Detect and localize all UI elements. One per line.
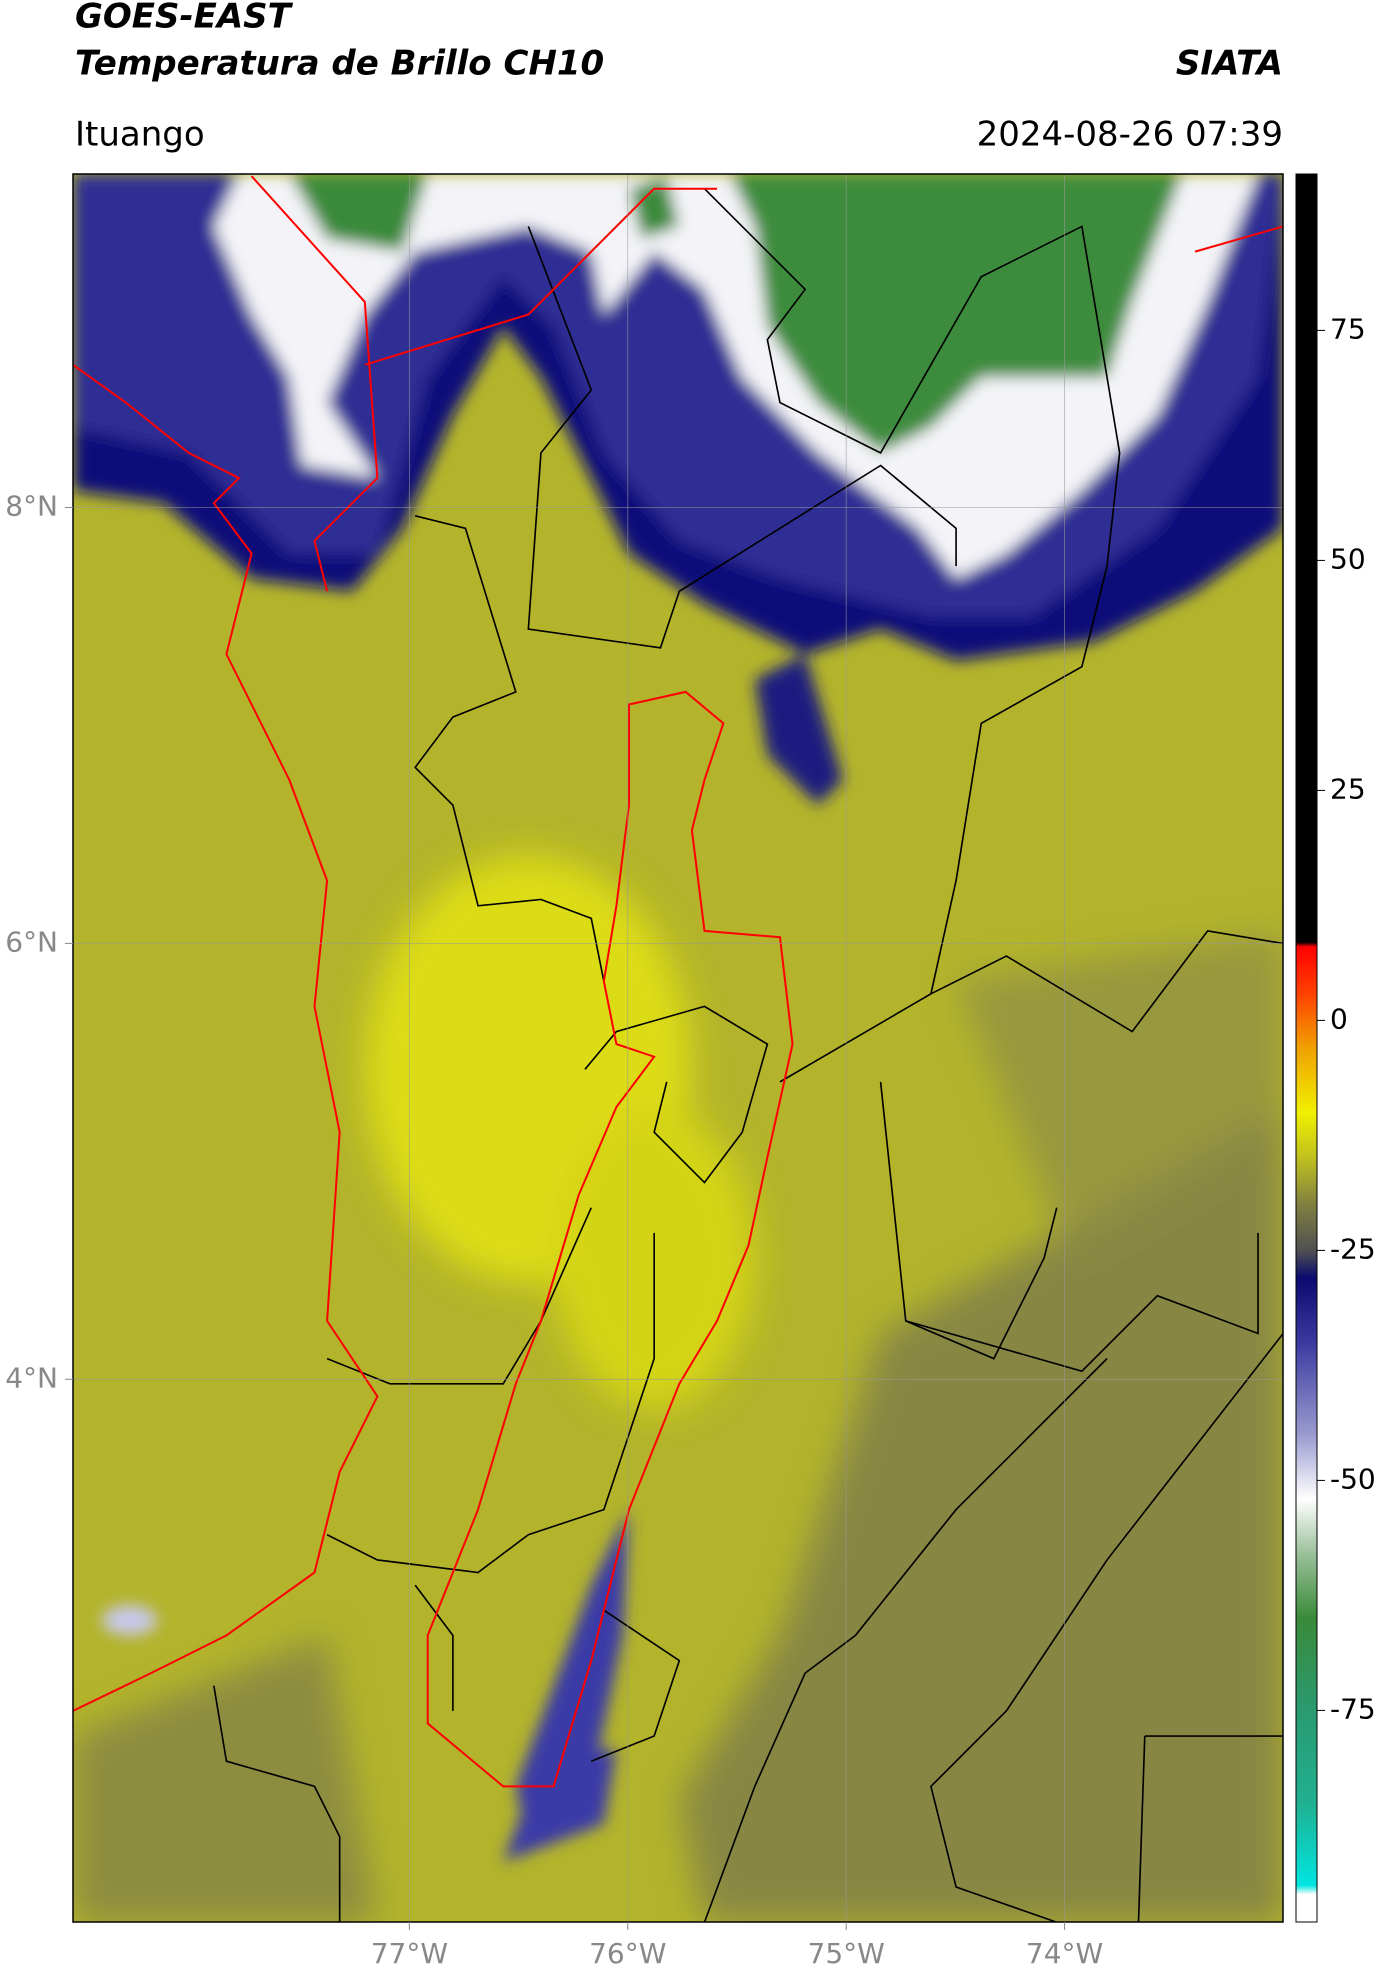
x-tick-label: 76°W bbox=[589, 1937, 666, 1970]
datetime: 2024-08-26 07:39 bbox=[977, 115, 1283, 155]
colorbar-tick-label: -50 bbox=[1330, 1462, 1376, 1495]
y-tick-label: 4°N bbox=[5, 1361, 58, 1394]
colorbar-tick-label: 75 bbox=[1330, 312, 1366, 345]
map-frame bbox=[72, 173, 1284, 1923]
x-tick-label: 77°W bbox=[371, 1937, 448, 1970]
map-image bbox=[73, 174, 1283, 1922]
location: Ituango bbox=[75, 115, 205, 155]
colorbar-tick-label: -25 bbox=[1330, 1232, 1376, 1265]
y-tick-label: 8°N bbox=[5, 489, 58, 522]
y-tick-label: 6°N bbox=[5, 925, 58, 958]
subtitle: Temperatura de Brillo CH10 bbox=[75, 44, 604, 84]
colorbar-tick-label: -75 bbox=[1330, 1692, 1376, 1725]
colorbar-tick-label: 25 bbox=[1330, 772, 1366, 805]
x-tick-label: 74°W bbox=[1026, 1937, 1103, 1970]
title: GOES-EAST bbox=[75, 0, 294, 37]
colorbar bbox=[1295, 173, 1318, 1923]
colorbar-tick-label: 0 bbox=[1330, 1002, 1348, 1035]
org: SIATA bbox=[1176, 44, 1283, 84]
grid bbox=[73, 174, 1283, 1922]
colorbar-tick-label: 50 bbox=[1330, 542, 1366, 575]
x-tick-label: 75°W bbox=[808, 1937, 885, 1970]
